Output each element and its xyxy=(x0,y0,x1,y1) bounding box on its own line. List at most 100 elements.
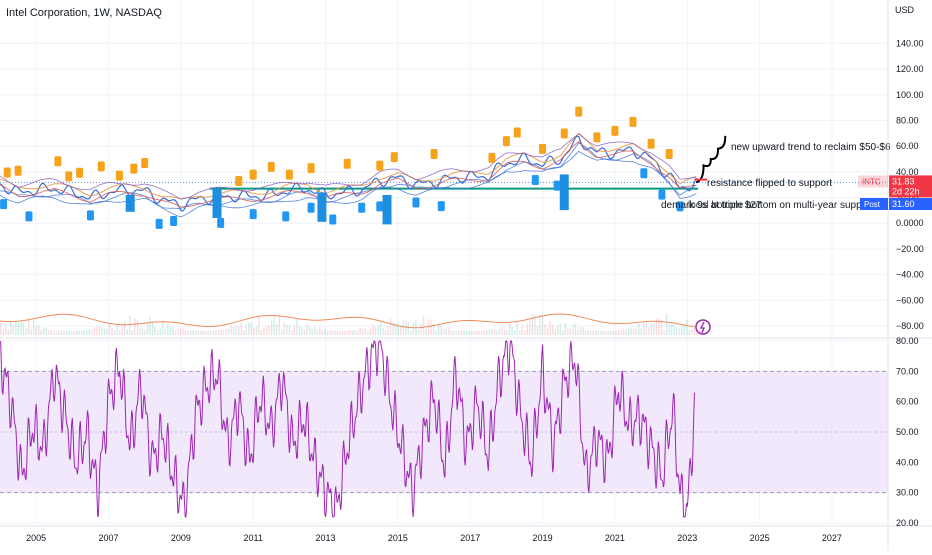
volume-bar xyxy=(620,330,622,335)
volume-bar xyxy=(476,330,478,335)
volume-bar xyxy=(45,327,47,335)
volume-bar xyxy=(32,320,35,335)
volume-bar xyxy=(384,330,387,335)
volume-bar xyxy=(635,328,637,335)
demark-sell-marker xyxy=(488,152,496,163)
volume-bar xyxy=(275,324,278,335)
demark-buy-marker xyxy=(676,201,684,212)
last-price-value: 31.83 xyxy=(892,176,915,186)
demark-buy-block xyxy=(382,194,392,225)
volume-bar xyxy=(686,319,688,335)
volume-bar xyxy=(164,328,166,335)
volume-bar xyxy=(678,328,680,335)
volume-bar xyxy=(103,328,106,335)
volume-bar xyxy=(215,330,217,335)
last-price-tag xyxy=(889,175,932,198)
time-tick-label: 2027 xyxy=(822,533,842,543)
volume-bar xyxy=(60,330,63,335)
volume-bar xyxy=(595,330,597,335)
volume-bar xyxy=(37,324,40,335)
volume-bar xyxy=(70,330,73,335)
volume-bar xyxy=(344,330,346,335)
volume-bar xyxy=(194,330,197,335)
volume-bar xyxy=(465,330,468,335)
volume-bar xyxy=(554,329,556,335)
volume-bar xyxy=(40,329,42,335)
volume-bar xyxy=(488,329,491,335)
volume-bar xyxy=(478,330,480,335)
volume-bar xyxy=(156,330,159,335)
volume-bar xyxy=(146,321,149,335)
volume-bar xyxy=(283,322,285,335)
volume-bar xyxy=(301,326,303,335)
volume-bar xyxy=(212,330,215,335)
volume-bar xyxy=(498,328,501,335)
volume-bar xyxy=(12,326,15,335)
volume-bar xyxy=(202,330,204,335)
volume-bar xyxy=(324,329,326,335)
time-tick-label: 2025 xyxy=(750,533,770,543)
volume-bar xyxy=(468,330,470,335)
volume-bar xyxy=(486,330,488,335)
volume-bar xyxy=(2,328,4,335)
demark-sell-marker xyxy=(539,143,547,154)
volume-bar xyxy=(432,324,435,335)
volume-bar xyxy=(691,329,693,335)
demark-buy-marker xyxy=(282,211,290,222)
volume-bar xyxy=(96,326,98,335)
volume-bar xyxy=(610,330,612,335)
rsi-tick-label: 30.00 xyxy=(896,488,919,498)
volume-bar xyxy=(268,325,270,335)
price-tick-label: 140.00 xyxy=(896,38,924,48)
volume-bar xyxy=(321,329,323,335)
volume-bar xyxy=(357,330,359,335)
volume-bar xyxy=(308,326,311,335)
volume-bar xyxy=(10,320,12,335)
price-tick-label: 0.0000 xyxy=(896,218,924,228)
volume-bar xyxy=(197,330,199,335)
demark-sell-marker xyxy=(513,127,521,138)
volume-bar xyxy=(549,321,551,335)
volume-bar xyxy=(329,330,331,335)
volume-bar xyxy=(93,327,96,335)
annotation-upward: new upward trend to reclaim $50-$6 xyxy=(731,142,891,153)
time-tick-label: 2011 xyxy=(244,533,263,543)
volume-bar xyxy=(526,324,529,335)
ticker-tag xyxy=(858,175,888,188)
price-tick-label: 20.00 xyxy=(896,193,919,203)
volume-bar xyxy=(336,330,339,335)
volume-bar xyxy=(43,327,45,335)
price-tick-label: 40.00 xyxy=(896,167,919,177)
volume-bar xyxy=(162,320,164,335)
annotation-bottom-a: demark 9s at triple bottom on multi-year… xyxy=(661,200,868,211)
volume-bar xyxy=(534,314,536,335)
demark-sell-marker xyxy=(502,136,510,147)
volume-bar xyxy=(319,327,321,335)
volume-bar xyxy=(101,327,103,335)
countdown-value: 2d 22h xyxy=(892,186,920,196)
demark-buy-marker xyxy=(170,216,178,227)
volume-bar xyxy=(58,330,60,335)
demark-sell-marker xyxy=(430,149,438,160)
volume-bar xyxy=(5,323,7,335)
volume-bar xyxy=(463,330,465,335)
volume-bar xyxy=(227,329,230,335)
volume-bar xyxy=(655,318,658,335)
volume-bar xyxy=(222,329,225,335)
volume-bar xyxy=(650,323,653,335)
volume-bar xyxy=(648,326,650,335)
volume-bar xyxy=(410,330,412,335)
post-tag xyxy=(860,198,888,210)
demark-buy-marker xyxy=(531,174,539,185)
demark-buy-marker xyxy=(553,180,561,191)
volume-bar xyxy=(696,329,698,335)
demark-buy-block xyxy=(212,188,222,218)
volume-bar xyxy=(564,323,567,335)
price-tick-label: −20.00 xyxy=(896,244,924,254)
volume-bar xyxy=(513,330,516,335)
volume-bar xyxy=(592,330,594,335)
post-label: Post xyxy=(864,200,881,209)
volume-bar xyxy=(116,323,118,335)
volume-bar xyxy=(448,327,450,335)
